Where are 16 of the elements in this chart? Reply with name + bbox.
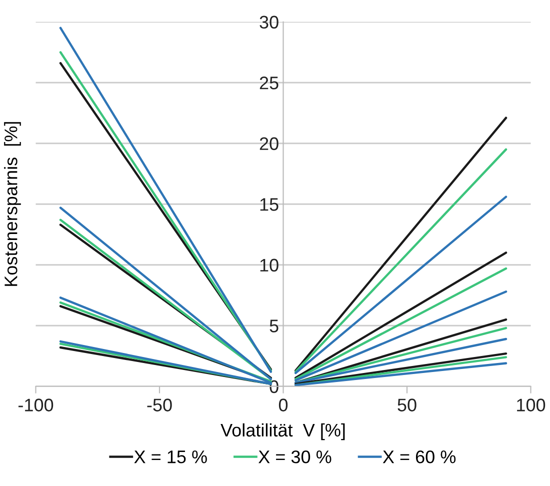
y-tick-label: 5 [270, 320, 278, 332]
legend-label: X = 15 % [134, 450, 207, 464]
y-tick-label: 30 [260, 16, 278, 29]
y-tick-label: 20 [260, 137, 278, 150]
x-tick-label: 50 [398, 398, 416, 412]
y-tick-label: 15 [260, 198, 278, 211]
y-axis-title: Kostenersparnis [%] [4, 122, 21, 286]
x-tick-label: 100 [517, 398, 546, 412]
legend-label: X = 60 % [382, 450, 456, 464]
y-tick-label: 10 [260, 258, 278, 272]
x-axis-title: Volatilität V [%] [220, 423, 345, 440]
x-tick-label: -100 [18, 398, 54, 412]
x-tick-label: -50 [147, 398, 172, 412]
legend-label: X = 30 % [258, 450, 332, 464]
x-tick-label: 0 [278, 398, 288, 412]
y-tick-label: 25 [260, 76, 278, 90]
